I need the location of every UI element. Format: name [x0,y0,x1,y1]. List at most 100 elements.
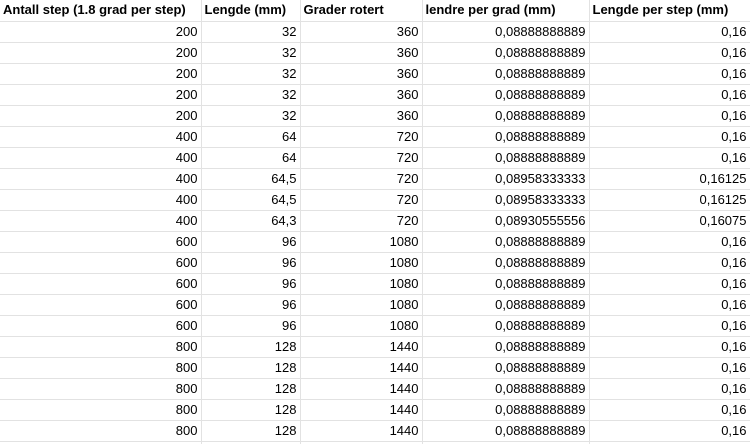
cell-steps[interactable]: 600 [0,273,202,295]
cell-length[interactable]: 32 [201,105,301,127]
cell-length-per-degree[interactable]: 0,08930555556 [422,210,590,232]
cell-steps[interactable]: 600 [0,315,202,337]
cell-degrees[interactable]: 1440 [300,378,423,400]
cell-degrees[interactable]: 720 [300,189,423,211]
cell-degrees[interactable]: 1080 [300,273,423,295]
cell-length-per-step[interactable]: 0,16 [589,357,750,379]
cell-degrees[interactable]: 720 [300,168,423,190]
cell-length[interactable]: 64 [201,126,301,148]
cell-length-per-degree[interactable]: 0,08888888889 [422,105,590,127]
empty-cell[interactable] [0,441,202,444]
cell-steps[interactable]: 400 [0,126,202,148]
cell-length[interactable]: 128 [201,420,301,442]
header-cell-steps[interactable]: Antall step (1.8 grad per step) [0,0,202,22]
cell-degrees[interactable]: 720 [300,210,423,232]
cell-length[interactable]: 32 [201,84,301,106]
cell-length-per-degree[interactable]: 0,08888888889 [422,126,590,148]
cell-length-per-step[interactable]: 0,16 [589,378,750,400]
cell-steps[interactable]: 800 [0,357,202,379]
cell-steps[interactable]: 200 [0,105,202,127]
cell-degrees[interactable]: 360 [300,84,423,106]
cell-length-per-degree[interactable]: 0,08888888889 [422,357,590,379]
cell-steps[interactable]: 600 [0,252,202,274]
cell-length-per-step[interactable]: 0,16 [589,105,750,127]
cell-length-per-degree[interactable]: 0,08888888889 [422,147,590,169]
cell-length[interactable]: 128 [201,336,301,358]
cell-degrees[interactable]: 1080 [300,315,423,337]
cell-degrees[interactable]: 1440 [300,399,423,421]
cell-length[interactable]: 32 [201,21,301,43]
cell-length-per-step[interactable]: 0,16 [589,42,750,64]
cell-steps[interactable]: 600 [0,294,202,316]
cell-degrees[interactable]: 720 [300,126,423,148]
cell-length[interactable]: 96 [201,252,301,274]
cell-degrees[interactable]: 360 [300,105,423,127]
cell-length-per-degree[interactable]: 0,08888888889 [422,294,590,316]
cell-length-per-step[interactable]: 0,16 [589,294,750,316]
cell-length[interactable]: 64,5 [201,189,301,211]
cell-length-per-step[interactable]: 0,16 [589,21,750,43]
cell-length-per-degree[interactable]: 0,08888888889 [422,273,590,295]
cell-degrees[interactable]: 1440 [300,357,423,379]
cell-length-per-degree[interactable]: 0,08958333333 [422,168,590,190]
cell-length[interactable]: 32 [201,63,301,85]
cell-length-per-degree[interactable]: 0,08888888889 [422,378,590,400]
cell-steps[interactable]: 200 [0,21,202,43]
cell-degrees[interactable]: 360 [300,42,423,64]
cell-length-per-step[interactable]: 0,16 [589,399,750,421]
cell-length-per-step[interactable]: 0,16 [589,420,750,442]
empty-cell[interactable] [422,441,590,444]
cell-length-per-step[interactable]: 0,16 [589,63,750,85]
cell-degrees[interactable]: 1440 [300,336,423,358]
cell-length-per-step[interactable]: 0,16 [589,252,750,274]
cell-length[interactable]: 128 [201,399,301,421]
cell-steps[interactable]: 800 [0,378,202,400]
cell-length[interactable]: 96 [201,294,301,316]
cell-length-per-degree[interactable]: 0,08888888889 [422,42,590,64]
cell-length[interactable]: 96 [201,273,301,295]
cell-steps[interactable]: 400 [0,147,202,169]
cell-steps[interactable]: 800 [0,420,202,442]
cell-steps[interactable]: 400 [0,189,202,211]
header-cell-length[interactable]: Lengde (mm) [201,0,301,22]
cell-steps[interactable]: 200 [0,42,202,64]
cell-degrees[interactable]: 360 [300,21,423,43]
cell-length-per-degree[interactable]: 0,08888888889 [422,315,590,337]
header-cell-degrees[interactable]: Grader rotert [300,0,423,22]
cell-steps[interactable]: 800 [0,336,202,358]
cell-length-per-degree[interactable]: 0,08888888889 [422,399,590,421]
empty-cell[interactable] [300,441,423,444]
cell-length-per-step[interactable]: 0,16 [589,231,750,253]
cell-degrees[interactable]: 360 [300,63,423,85]
cell-steps[interactable]: 400 [0,168,202,190]
cell-length-per-degree[interactable]: 0,08888888889 [422,63,590,85]
cell-length[interactable]: 128 [201,378,301,400]
cell-length-per-step[interactable]: 0,16075 [589,210,750,232]
cell-length-per-degree[interactable]: 0,08888888889 [422,21,590,43]
cell-length-per-step[interactable]: 0,16125 [589,189,750,211]
cell-length-per-step[interactable]: 0,16 [589,147,750,169]
cell-length-per-degree[interactable]: 0,08888888889 [422,231,590,253]
cell-length[interactable]: 128 [201,357,301,379]
cell-degrees[interactable]: 1080 [300,252,423,274]
cell-length[interactable]: 64 [201,147,301,169]
header-cell-length-per-degree[interactable]: lendre per grad (mm) [422,0,590,22]
cell-steps[interactable]: 800 [0,399,202,421]
cell-length[interactable]: 96 [201,231,301,253]
cell-length-per-step[interactable]: 0,16 [589,336,750,358]
cell-length-per-degree[interactable]: 0,08888888889 [422,420,590,442]
cell-length[interactable]: 32 [201,42,301,64]
cell-steps[interactable]: 400 [0,210,202,232]
cell-length-per-step[interactable]: 0,16 [589,315,750,337]
cell-length-per-step[interactable]: 0,16 [589,126,750,148]
cell-length[interactable]: 64,5 [201,168,301,190]
cell-steps[interactable]: 600 [0,231,202,253]
cell-steps[interactable]: 200 [0,84,202,106]
cell-length-per-step[interactable]: 0,16125 [589,168,750,190]
cell-degrees[interactable]: 1080 [300,231,423,253]
cell-degrees[interactable]: 1440 [300,420,423,442]
cell-steps[interactable]: 200 [0,63,202,85]
cell-degrees[interactable]: 1080 [300,294,423,316]
cell-length-per-step[interactable]: 0,16 [589,273,750,295]
cell-length-per-degree[interactable]: 0,08888888889 [422,252,590,274]
